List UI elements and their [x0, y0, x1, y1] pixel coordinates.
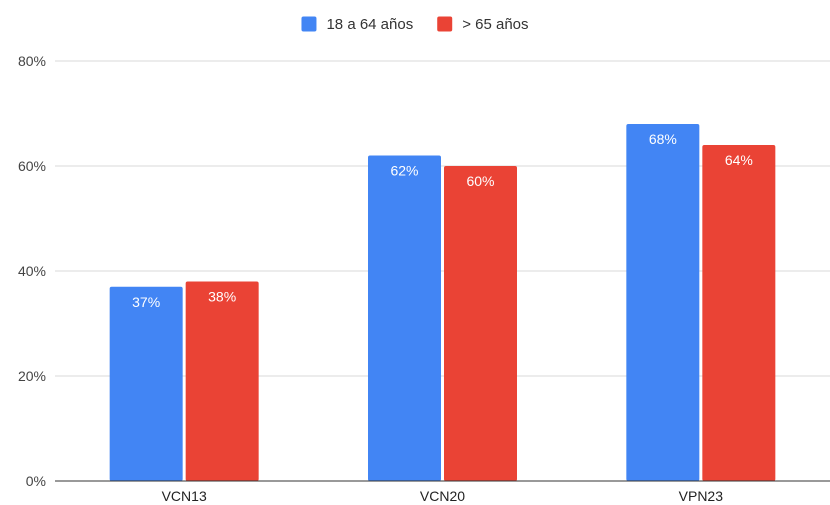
legend-label: > 65 años: [462, 16, 528, 33]
data-label: 62%: [390, 163, 418, 179]
bar: [702, 145, 776, 481]
bar: [185, 281, 259, 481]
x-tick-label: VPN23: [679, 488, 724, 504]
y-axis-ticks: 0% 20% 40% 60% 80%: [18, 53, 46, 489]
bar: [444, 166, 517, 481]
legend-label: 18 a 64 años: [326, 16, 413, 33]
y-tick-label: 80%: [18, 53, 46, 69]
data-label: 64%: [725, 152, 753, 168]
y-tick-label: 20%: [18, 368, 46, 384]
x-tick-label: VCN13: [162, 488, 207, 504]
y-tick-label: 0%: [26, 473, 46, 489]
data-label: 68%: [649, 131, 677, 147]
bar: [368, 155, 441, 481]
legend-swatch: [301, 16, 317, 32]
gridlines: [55, 60, 830, 377]
legend: 18 a 64 años > 65 años: [301, 16, 529, 33]
x-tick-label: VCN20: [420, 488, 465, 504]
y-tick-label: 60%: [18, 158, 46, 174]
bars: [109, 124, 776, 481]
x-axis-ticks: VCN13 VCN20 VPN23: [162, 488, 724, 504]
y-tick-label: 40%: [18, 263, 46, 279]
data-label: 37%: [132, 294, 160, 310]
data-label: 38%: [208, 289, 236, 305]
data-labels: 37% 38% 62% 60% 68% 64%: [132, 131, 753, 310]
legend-swatch: [437, 16, 453, 32]
bar: [626, 124, 700, 481]
data-label: 60%: [466, 173, 494, 189]
bar: [109, 286, 183, 481]
